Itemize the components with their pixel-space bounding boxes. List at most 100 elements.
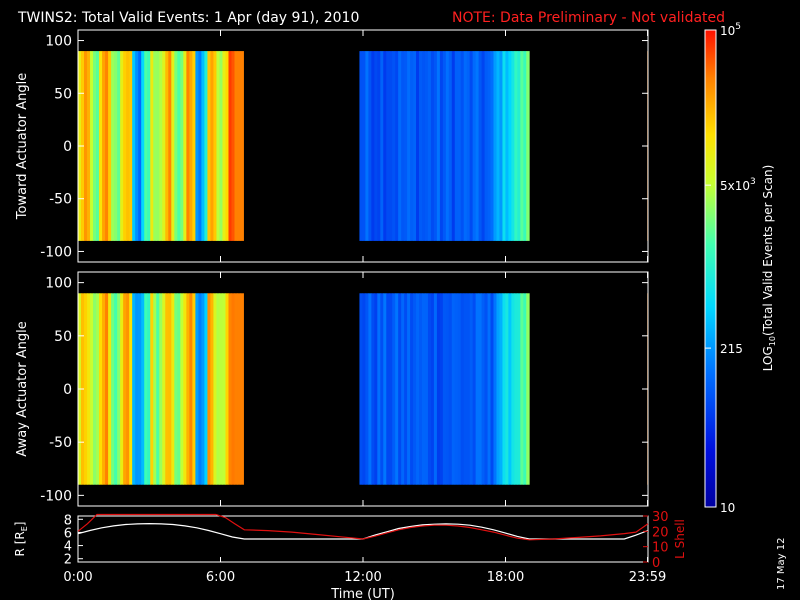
heatmap-column	[442, 51, 447, 241]
heatmap-column	[365, 51, 369, 241]
heatmap-column	[448, 293, 453, 485]
heatmap-column	[216, 51, 220, 241]
heatmap-column	[362, 293, 366, 485]
heatmap-column	[156, 293, 160, 485]
heatmap-column	[419, 293, 423, 485]
heatmap-column	[192, 51, 196, 241]
r-series-line	[77, 522, 649, 540]
heatmap-column	[448, 51, 453, 241]
heatmap-column	[511, 51, 515, 241]
heatmap-column	[472, 51, 477, 241]
x-axis-label: Time (UT)	[330, 587, 395, 600]
heatmap-column	[180, 293, 184, 485]
heatmap-column	[404, 51, 408, 241]
heatmap-column	[201, 293, 205, 485]
heatmap-column	[362, 51, 366, 241]
heatmap-column	[123, 51, 127, 241]
x-tick-label: 12:00	[344, 570, 381, 585]
heatmap-column	[168, 293, 172, 485]
heatmap-column	[389, 293, 393, 485]
toward-panel: 100 50 0 -50 -100 Toward Actuator Angle	[15, 29, 649, 263]
colorbar-tick-label: 105	[720, 22, 741, 38]
heatmap-column	[404, 293, 408, 485]
heatmap-column	[108, 293, 112, 485]
heatmap-column	[523, 293, 527, 485]
heatmap-column	[424, 51, 429, 241]
heatmap-column	[416, 51, 420, 241]
heatmap-column	[120, 51, 124, 241]
heatmap-column	[240, 293, 244, 485]
heatmap-column	[490, 51, 494, 241]
heatmap-column	[183, 51, 187, 241]
heatmap-column	[505, 51, 509, 241]
heatmap-column	[120, 293, 124, 485]
heatmap-column	[93, 51, 97, 241]
heatmap-column	[147, 293, 151, 485]
colorbar-tick-label: 215	[720, 342, 743, 356]
heatmap-column	[174, 51, 178, 241]
colorbar-gradient	[704, 29, 717, 508]
y-tick-label: -50	[49, 192, 72, 208]
heatmap-column	[463, 293, 468, 485]
y-tick-label: 0	[63, 139, 72, 155]
heatmap-column	[368, 293, 372, 485]
heatmap-column	[231, 293, 235, 485]
heatmap-column	[114, 293, 118, 485]
heatmap-column	[87, 293, 91, 485]
y2-tick-label: 20	[652, 525, 669, 540]
heatmap-column	[460, 51, 465, 241]
heatmap-column	[117, 293, 121, 485]
y-tick-label: 4	[64, 540, 72, 555]
y-tick-label: 6	[64, 526, 72, 541]
heatmap-column	[150, 51, 154, 241]
heatmap-column	[111, 51, 115, 241]
heatmap-column	[442, 293, 447, 485]
heatmap-column	[457, 293, 462, 485]
heatmap-column	[475, 51, 480, 241]
heatmap-column	[159, 293, 163, 485]
heatmap-column	[153, 51, 157, 241]
heatmap-column	[517, 51, 521, 241]
heatmap-column	[153, 293, 157, 485]
heatmap-column	[174, 293, 178, 485]
heatmap-column	[463, 51, 468, 241]
heatmap-column	[395, 293, 399, 485]
heatmap-column	[371, 293, 375, 485]
heatmap-column	[445, 51, 450, 241]
heatmap-column	[427, 51, 432, 241]
heatmap-column	[204, 293, 208, 485]
lshell-series-line	[77, 513, 649, 541]
heatmap-column	[466, 293, 471, 485]
heatmap-column	[422, 293, 426, 485]
heatmap-column	[129, 51, 133, 241]
y-tick-label: -100	[40, 244, 72, 260]
heatmap-column	[478, 51, 482, 241]
heatmap-column	[102, 51, 106, 241]
heatmap-column	[84, 293, 88, 485]
y-tick-label: 2	[64, 553, 72, 568]
heatmap-column	[90, 51, 94, 241]
heatmap-column	[493, 51, 497, 241]
heatmap-column	[511, 293, 515, 485]
heatmap-column	[478, 293, 482, 485]
x-tick-label: 6:00	[206, 570, 235, 585]
heatmap-column	[99, 51, 103, 241]
heatmap-column	[165, 51, 169, 241]
heatmap-column	[430, 51, 435, 241]
heatmap-column	[126, 51, 130, 241]
heatmap-column	[395, 51, 399, 241]
heatmap-column	[389, 51, 393, 241]
heatmap-column	[234, 51, 238, 241]
y2-tick-label: 10	[652, 541, 669, 556]
y2-tick-label: 0	[652, 556, 660, 571]
heatmap-column	[108, 51, 112, 241]
heatmap-column	[114, 51, 118, 241]
heatmap-column	[168, 51, 172, 241]
heatmap-column	[359, 51, 363, 241]
heatmap-column	[526, 51, 530, 241]
heatmap-column	[490, 293, 494, 485]
y2-axis-label: L Shell	[673, 519, 687, 559]
heatmap-column	[135, 51, 139, 241]
y-tick-label: 100	[45, 34, 72, 50]
